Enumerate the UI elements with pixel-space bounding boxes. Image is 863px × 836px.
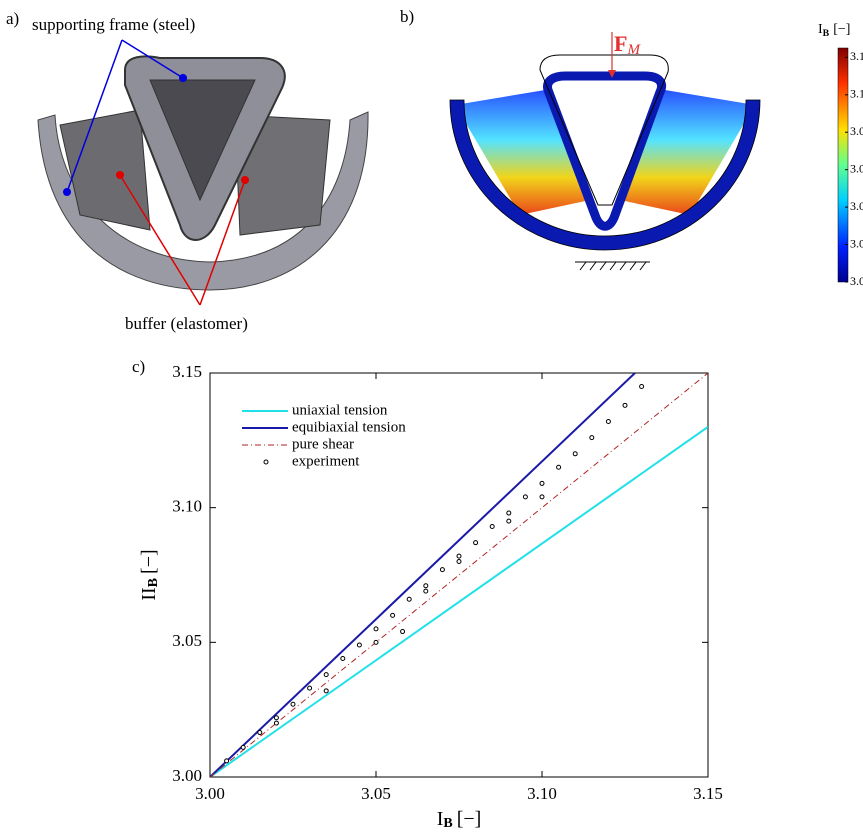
force-main: F <box>614 31 627 56</box>
force-sub: M <box>626 42 641 58</box>
colorbar: IB[−] 3.00 3.02 3.04 3.06 3.08 3.10 3.12 <box>818 22 863 288</box>
colorbar-tick-label: 3.08 <box>850 124 863 138</box>
series-line <box>210 373 636 777</box>
data-point <box>489 524 495 530</box>
axis-label: IB [−] <box>818 22 850 39</box>
data-point <box>373 626 379 632</box>
data-point <box>456 553 462 559</box>
label-main: II <box>138 587 160 600</box>
axis-label: IB [−] <box>437 808 482 832</box>
y-tick-label: 3.15 <box>172 362 202 381</box>
data-point <box>323 672 329 678</box>
label-sub: B <box>823 28 830 39</box>
data-point <box>439 567 445 573</box>
panel-label: b) <box>400 7 414 26</box>
data-point <box>556 464 562 470</box>
x-tick-label: 3.00 <box>195 784 225 803</box>
data-point <box>423 588 429 594</box>
colorbar-tick-label: 3.04 <box>850 199 863 213</box>
data-point <box>273 715 279 721</box>
data-point <box>373 639 379 645</box>
data-point <box>506 518 512 524</box>
data-point <box>423 583 429 589</box>
label-main: I <box>437 808 444 830</box>
half-ring <box>37 111 369 291</box>
legend-marker <box>263 459 269 465</box>
panel-label: a) <box>6 9 19 28</box>
colorbar-tick-label: 3.10 <box>850 87 863 101</box>
data-point <box>400 629 406 635</box>
x-tick-label: 3.05 <box>361 784 391 803</box>
axis-label: IIB [−] <box>138 549 162 600</box>
frame-label: supporting frame (steel) <box>32 15 195 34</box>
y-tick-label: 3.05 <box>172 631 202 650</box>
data-point <box>340 655 346 661</box>
data-point <box>622 402 628 408</box>
data-point <box>356 642 362 648</box>
legend-label: experiment <box>292 453 360 469</box>
label-sub: B <box>146 578 161 587</box>
plot-frame <box>209 372 709 778</box>
data-point <box>539 494 545 500</box>
data-point <box>539 480 545 486</box>
data-point <box>406 596 412 602</box>
data-point <box>456 559 462 565</box>
ring <box>449 99 761 251</box>
colorbar-tick-label: 3.12 <box>850 49 863 63</box>
buffer-left <box>59 109 151 231</box>
series-line <box>210 426 708 777</box>
force-label: FM <box>614 31 641 58</box>
x-tick-label: 3.15 <box>693 784 723 803</box>
colorbar-tick-label: 3.00 <box>850 274 863 288</box>
series-line <box>210 373 708 777</box>
data-point <box>572 451 578 457</box>
data-point <box>390 612 396 618</box>
data-point <box>473 540 479 546</box>
buffer-label: buffer (elastomer) <box>125 314 248 333</box>
colorbar-fill <box>837 47 849 283</box>
label-unit: [−] <box>833 22 850 37</box>
data-point <box>290 701 296 707</box>
y-tick-label: 3.10 <box>172 497 202 516</box>
x-tick-label: 3.10 <box>527 784 557 803</box>
data-point <box>605 418 611 424</box>
legend-label: equibiaxial tension <box>292 419 406 435</box>
label-unit: [−] <box>138 549 160 574</box>
label-sub: B <box>443 816 452 831</box>
label-unit: [−] <box>457 808 482 830</box>
legend-label: uniaxial tension <box>292 402 388 418</box>
colorbar-tick-label: 3.06 <box>850 161 863 175</box>
data-point <box>307 685 313 691</box>
data-point <box>224 758 230 764</box>
label-main: I <box>818 22 823 37</box>
data-point <box>639 383 645 389</box>
data-point <box>240 744 246 750</box>
buffer-right <box>234 114 331 236</box>
panel-a: a) supporting frame (steel) buffer (elas… <box>6 9 369 333</box>
frame <box>543 71 667 231</box>
panel-b: b) FM <box>400 7 761 271</box>
y-tick-label: 3.00 <box>172 766 202 785</box>
data-point <box>257 730 263 736</box>
data-point <box>506 510 512 516</box>
data-point <box>589 435 595 441</box>
data-point <box>323 688 329 694</box>
panel-label: c) <box>132 357 145 376</box>
legend-label: pure shear <box>292 436 354 452</box>
colorbar-tick-label: 3.02 <box>850 236 863 250</box>
plot-area <box>210 373 708 777</box>
data-point <box>522 494 528 500</box>
triangle-inner <box>149 79 256 202</box>
data-point <box>273 720 279 726</box>
